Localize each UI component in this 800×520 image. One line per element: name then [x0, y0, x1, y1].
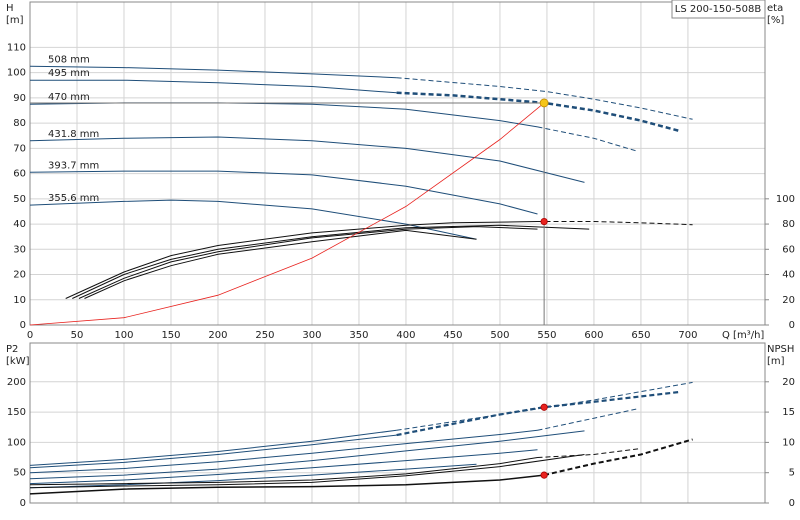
- curve: [29, 65, 397, 79]
- curve: [537, 126, 637, 152]
- curve-label: 470 mm: [48, 92, 90, 103]
- curve: [29, 170, 538, 215]
- x-tick-label: 500: [490, 330, 509, 341]
- y-tick-label: 0: [20, 498, 26, 509]
- curve: [84, 229, 477, 299]
- curve: [72, 224, 590, 299]
- y-tick-label: 10: [13, 295, 26, 306]
- x-axis-label: Q [m³/h]: [722, 330, 764, 341]
- curve-label: 431.8 mm: [48, 129, 99, 140]
- y-axis-label: H: [6, 3, 14, 14]
- curve: [29, 102, 545, 326]
- y-tick-label: 70: [13, 143, 26, 154]
- curve-label: 393.7 mm: [48, 160, 99, 171]
- y-tick-label: 30: [13, 244, 26, 255]
- y2-axis-label: NPSH: [767, 344, 794, 355]
- plot-frame: [29, 1, 766, 326]
- x-tick-label: 350: [349, 330, 368, 341]
- x-tick-label: 400: [396, 330, 415, 341]
- y2-axis-label: [%]: [767, 15, 784, 26]
- x-tick-label: 650: [631, 330, 650, 341]
- y2-tick-label: 60: [782, 244, 795, 255]
- curve: [29, 199, 477, 240]
- x-tick-label: 50: [71, 330, 84, 341]
- y2-axis-label: eta: [767, 3, 783, 14]
- curve-label: 355.6 mm: [48, 193, 99, 204]
- y2-tick-label: 0: [789, 498, 795, 509]
- y2-tick-label: 20: [782, 295, 795, 306]
- x-tick-label: 300: [302, 330, 321, 341]
- y-tick-label: 60: [13, 169, 26, 180]
- curve: [29, 430, 585, 480]
- curve-label: 508 mm: [48, 54, 90, 65]
- x-tick-label: 700: [678, 330, 697, 341]
- x-tick-label: 0: [27, 330, 33, 341]
- curve: [396, 91, 679, 132]
- curve: [396, 391, 679, 437]
- y-tick-label: 80: [13, 118, 26, 129]
- curve: [29, 457, 538, 486]
- curve: [30, 79, 397, 94]
- x-tick-label: 100: [114, 330, 133, 341]
- curve: [543, 438, 693, 477]
- y2-tick-label: 5: [789, 468, 795, 479]
- y-tick-label: 150: [7, 407, 26, 418]
- plot-frame: [29, 342, 766, 504]
- curve: [29, 463, 477, 489]
- operating-point: [539, 98, 549, 108]
- x-tick-label: 600: [584, 330, 603, 341]
- x-tick-label: 450: [443, 330, 462, 341]
- y-tick-label: 100: [7, 437, 26, 448]
- y-tick-label: 40: [13, 219, 26, 230]
- y2-tick-label: 20: [782, 377, 795, 388]
- curve: [65, 221, 538, 299]
- curve: [537, 408, 637, 431]
- curve: [29, 449, 538, 485]
- curve: [537, 221, 693, 226]
- x-tick-label: 150: [161, 330, 180, 341]
- y-tick-label: 20: [13, 270, 26, 281]
- product-label: LS 200-150-508B: [675, 4, 762, 15]
- curve-label: 495 mm: [48, 68, 90, 79]
- curve: [29, 429, 397, 466]
- y-tick-label: 100: [7, 68, 26, 79]
- curve: [29, 429, 538, 474]
- x-tick-label: 550: [537, 330, 556, 341]
- y-tick-label: 50: [13, 468, 26, 479]
- curve: [29, 474, 545, 495]
- y2-tick-label: 15: [782, 407, 795, 418]
- operating-point: [540, 471, 548, 479]
- y2-tick-label: 100: [776, 194, 795, 205]
- operating-point: [540, 217, 548, 226]
- y-tick-label: 0: [20, 320, 26, 331]
- y-axis-label: [kW]: [6, 356, 30, 367]
- curve: [29, 136, 585, 183]
- y-axis-label: [m]: [6, 15, 24, 26]
- y2-tick-label: 80: [782, 219, 795, 230]
- y-tick-label: 200: [7, 377, 26, 388]
- curve: [537, 448, 641, 458]
- x-tick-label: 200: [208, 330, 227, 341]
- y2-tick-label: 10: [782, 437, 795, 448]
- y2-axis-label: [m]: [767, 356, 785, 367]
- label-box: [671, 0, 766, 19]
- y2-tick-label: 0: [789, 320, 795, 331]
- y-tick-label: 90: [13, 93, 26, 104]
- y2-tick-label: 40: [782, 270, 795, 281]
- operating-point: [540, 403, 548, 411]
- curve: [78, 226, 538, 299]
- y-axis-label: P2: [6, 344, 18, 355]
- curve: [29, 454, 585, 489]
- y-tick-label: 110: [7, 42, 26, 53]
- curve: [29, 434, 397, 469]
- y-tick-label: 50: [13, 194, 26, 205]
- x-tick-label: 250: [255, 330, 274, 341]
